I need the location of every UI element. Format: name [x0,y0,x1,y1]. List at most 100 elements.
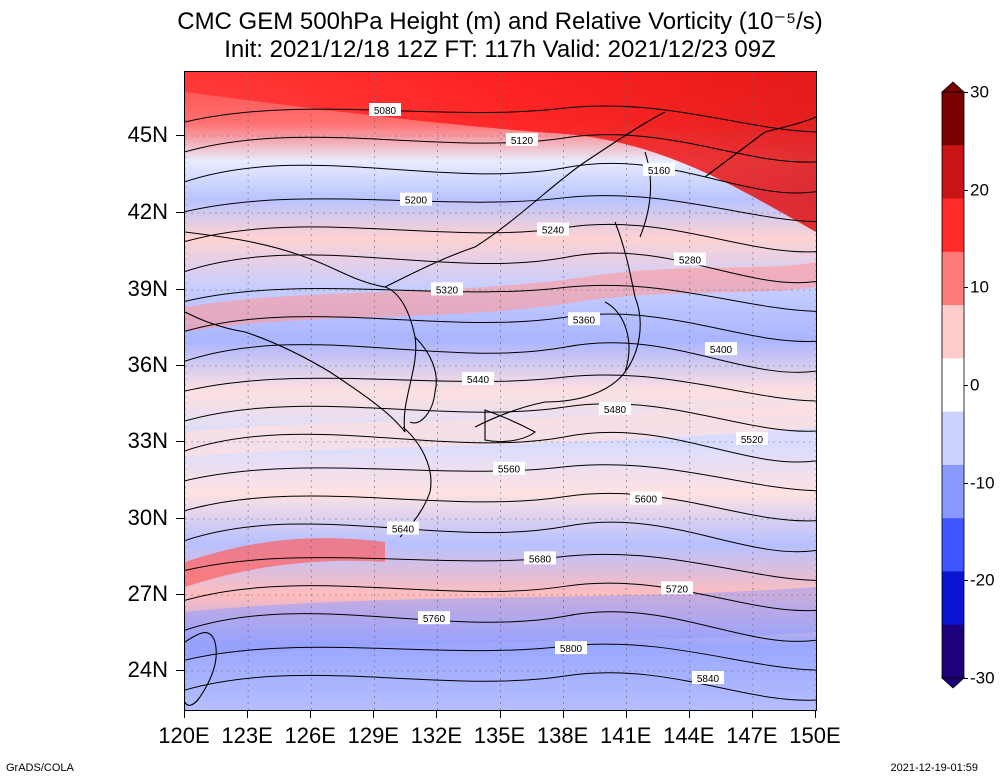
colorbar-label: -20 [970,570,995,590]
contour-label: 5280 [674,252,706,266]
colorbar-segment [942,464,964,519]
colorbar-tick [964,678,968,679]
contour-label: 5200 [400,192,432,207]
height-contour-line [185,374,816,402]
vorticity-streak [185,538,385,587]
svg-text:5560: 5560 [498,465,521,476]
svg-text:5640: 5640 [392,525,415,536]
latitude-label: 27N [127,581,168,606]
colorbar-tick [964,189,968,191]
height-contour-line [185,431,816,463]
height-contour-line [185,252,816,284]
contour-label: 5440 [462,372,494,386]
colorbar-label: 10 [970,277,989,297]
latitude-label: 45N [127,122,168,147]
longitude-tick [373,710,375,718]
map-canvas: 5080 5120 5160 5200 5240 5280 5320 5360 5400 5440… [185,72,816,710]
longitude-label: 132E [410,723,463,748]
svg-text:5840: 5840 [697,674,720,685]
latitude-tick [176,594,184,595]
height-contour-line [185,464,816,492]
svg-text:5320: 5320 [436,285,459,296]
latitude-tick [176,441,184,442]
colorbar-segment [942,518,964,572]
contour-label: 5360 [568,312,600,326]
svg-text:5440: 5440 [467,375,490,386]
contour-label: 5640 [387,521,419,536]
chart-title: CMC GEM 500hPa Height (m) and Relative V… [177,8,823,35]
lat-lon-gridlines [185,72,816,710]
latitude-tick [176,212,184,213]
latitude-label: 24N [127,657,168,682]
height-contour-line [185,284,816,312]
contour-label: 5480 [599,401,631,416]
latitude-tick [176,365,184,366]
height-contour-line [185,342,816,373]
colorbar-segment [942,198,964,253]
contour-label: 5520 [736,431,768,446]
latitude-label: 39N [127,276,168,301]
latitude-label: 33N [127,428,168,453]
svg-text:5200: 5200 [405,196,428,207]
latitude-tick [176,289,184,290]
strong-vorticity-band [185,72,816,232]
longitude-tick [562,710,564,718]
contour-label: 5160 [643,162,675,177]
height-contour-line [185,582,816,612]
colorbar-max-arrow [940,81,966,93]
colorbar-segment [942,92,964,146]
longitude-label: 138E [536,723,589,748]
colorbar-segment [942,624,964,679]
colorbar-label: -10 [970,473,995,493]
colorbar-tick [964,287,968,289]
height-contour-line [185,521,816,553]
longitude-tick [815,710,816,718]
longitude-tick [436,710,438,718]
longitude-tick [625,710,627,718]
colorbar-segment [942,358,964,413]
svg-text:5600: 5600 [635,495,658,506]
svg-text:5280: 5280 [679,255,702,266]
contour-label: 5680 [524,551,556,565]
colorbar-min-arrow [940,677,966,689]
contour-label: 5080 [369,103,401,117]
svg-text:5360: 5360 [573,315,596,326]
longitude-label: 144E [663,723,715,748]
height-contour-line [185,611,816,642]
svg-text:5160: 5160 [648,166,671,177]
svg-text:5480: 5480 [604,405,627,416]
longitude-label: 150E [789,723,841,748]
svg-text:5800: 5800 [560,644,583,655]
colorbar-segment [942,411,964,466]
colorbar-tick [964,580,968,582]
longitude-tick [247,710,249,718]
height-contour-line [185,492,816,522]
longitude-label: 147E [726,723,778,748]
longitude-tick [499,710,501,718]
footer-timestamp: 2021-12-19-01:59 [890,762,978,774]
latitude-label: 30N [127,505,168,530]
colorbar-segment [942,251,964,306]
colorbar-segment [942,145,964,200]
colorbar-label: 0 [970,375,980,395]
height-contours [185,105,816,701]
svg-text:5720: 5720 [666,584,689,595]
height-contour-line [185,313,816,343]
colorbar-segment [942,571,964,626]
colorbar-label: 30 [970,82,989,102]
map-panel: 5080 5120 5160 5200 5240 5280 5320 5360 5400 5440… [184,71,817,711]
svg-text:5400: 5400 [710,345,733,356]
contour-label: 5240 [537,222,569,237]
footer-credit: GrADS/COLA [6,762,74,774]
longitude-tick [310,710,312,718]
longitude-label: 135E [473,723,526,748]
colorbar-label: -30 [970,668,995,688]
latitude-tick [176,670,184,671]
colorbar-label: 20 [970,180,989,200]
colorbar [940,81,966,689]
colorbar-segment [942,305,964,359]
svg-text:5760: 5760 [423,614,446,625]
contour-label: 5800 [555,641,587,655]
height-contour-line [185,195,816,223]
longitude-label: 129E [347,723,399,748]
